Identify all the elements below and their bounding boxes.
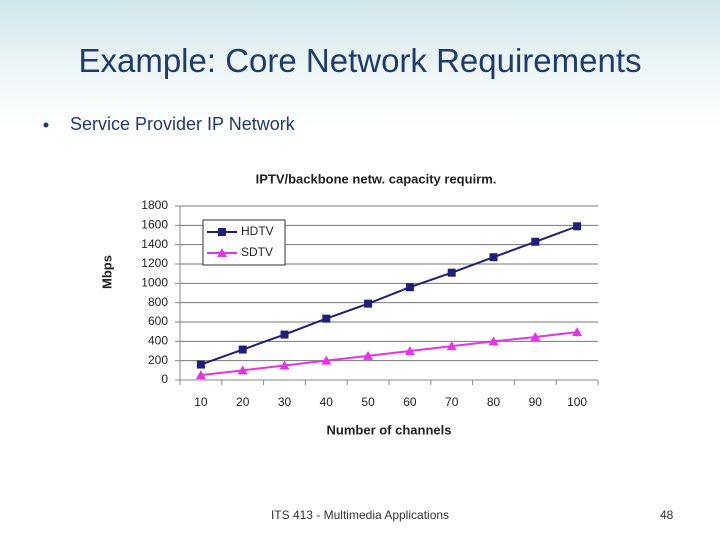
y-tick-label: 1800 [141,198,168,212]
marker [364,299,373,308]
bullet-text: Service Provider IP Network [70,114,295,134]
marker [363,350,374,360]
x-tick-label: 40 [320,395,334,409]
chart: IPTV/backbone netw. capacity requirm. Nu… [99,171,599,437]
x-tick-label: 70 [445,395,459,409]
marker [322,314,331,323]
y-tick-label: 800 [148,295,168,309]
x-tick-label: 20 [236,395,250,409]
x-tick-label: 90 [529,395,543,409]
y-tick-label: 1600 [141,218,168,232]
y-axis-label: Mbps [99,255,114,289]
marker [195,370,206,380]
marker [238,345,247,354]
y-tick-label: 1200 [141,256,168,270]
marker [531,237,540,246]
bullet-dot [43,122,49,128]
marker [489,253,498,262]
page-number: 48 [660,508,674,522]
marker [279,360,290,370]
marker [217,248,227,257]
marker [446,341,457,351]
marker [321,355,332,365]
x-tick-label: 100 [567,395,587,409]
series-line [200,331,578,377]
y-tick-label: 1400 [141,237,168,251]
marker [218,228,226,236]
y-tick-label: 200 [148,353,168,367]
x-tick-label: 80 [487,395,501,409]
marker [196,360,205,369]
marker [572,327,583,337]
legend-label: SDTV [241,245,273,259]
marker [404,346,415,355]
marker [405,283,414,292]
x-tick-label: 30 [278,395,292,409]
x-tick-label: 60 [403,395,417,409]
marker [447,268,456,277]
marker [488,336,499,346]
marker [237,365,248,375]
chart-title: IPTV/backbone netw. capacity requirm. [256,171,497,186]
x-tick-label: 50 [361,395,375,409]
y-tick-label: 400 [148,334,168,348]
marker [530,331,541,341]
slide-title: Example: Core Network Requirements [78,42,642,79]
y-tick-label: 0 [161,372,168,386]
marker [280,330,289,339]
legend-box [202,219,286,266]
series-line [200,225,578,366]
footer: ITS 413 - Multimedia Applications [270,508,450,522]
x-tick-label: 10 [194,395,208,409]
y-tick-label: 600 [148,314,168,328]
x-axis-label: Number of channels [327,422,452,437]
marker [573,222,582,231]
legend-label: HDTV [241,224,274,238]
y-tick-label: 1000 [141,276,168,290]
